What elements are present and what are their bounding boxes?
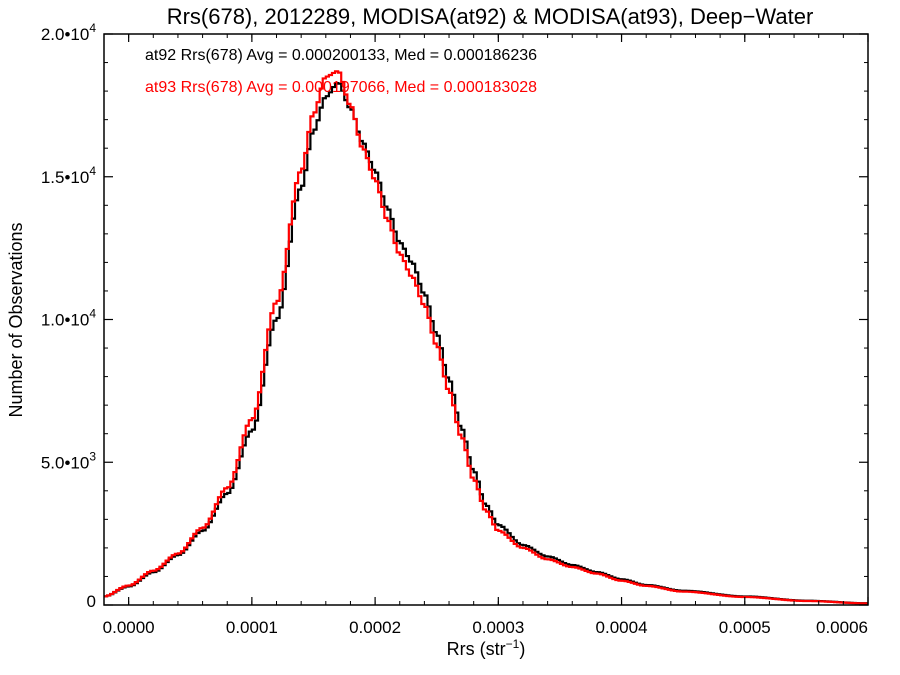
y-tick-label-3: 1.5•104 bbox=[41, 164, 97, 187]
series-layer bbox=[104, 70, 868, 605]
x-tick-label-4: 0.0004 bbox=[596, 618, 648, 637]
x-tick-label-2: 0.0002 bbox=[349, 618, 401, 637]
y-tick-label-1: 5.0•103 bbox=[41, 449, 97, 472]
x-tick-label-5: 0.0005 bbox=[719, 618, 771, 637]
x-tick-label-6: 0.0006 bbox=[816, 618, 868, 637]
y-tick-label-0: 0 bbox=[87, 592, 96, 611]
x-axis: 0.0000 0.0001 0.0002 0.0003 0.0004 0.0005 0.00… bbox=[103, 34, 869, 637]
legend-entry-at92: at92 Rrs(678) Avg = 0.000200133, Med = 0… bbox=[145, 47, 537, 64]
x-tick-label-3: 0.0003 bbox=[472, 618, 524, 637]
y-axis-label: Number of Observations bbox=[6, 222, 26, 417]
legend: at92 Rrs(678) Avg = 0.000200133, Med = 0… bbox=[145, 47, 537, 96]
legend-entry-at93: at93 Rrs(678) Avg = 0.000197066, Med = 0… bbox=[145, 79, 537, 96]
x-tick-label-1: 0.0001 bbox=[226, 618, 278, 637]
y-tick-label-4: 2.0•104 bbox=[41, 21, 97, 44]
series-line-at92 bbox=[104, 82, 868, 605]
x-axis-label: Rrs (str−1) bbox=[447, 637, 526, 659]
x-tick-label-0: 0.0000 bbox=[103, 618, 155, 637]
plot-frame bbox=[103, 33, 869, 606]
chart-title: Rrs(678), 2012289, MODISA(at92) & MODISA… bbox=[167, 4, 814, 29]
y-axis: 0 5.0•103 1.0•104 1.5•104 2.0•104 bbox=[41, 21, 868, 611]
series-line-at93 bbox=[104, 70, 868, 605]
y-tick-label-2: 1.0•104 bbox=[41, 307, 97, 330]
